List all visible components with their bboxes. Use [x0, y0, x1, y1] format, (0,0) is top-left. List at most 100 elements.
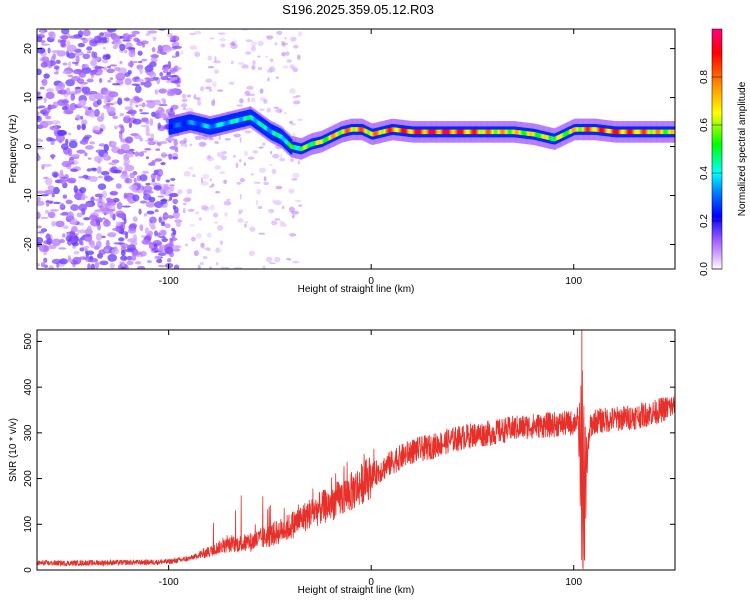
ridge-core [455, 129, 458, 135]
noise-blob [169, 251, 174, 258]
noise-blob [62, 70, 72, 75]
noise-blob [37, 36, 43, 43]
ridge-core [529, 131, 532, 137]
noise-blob [275, 185, 283, 190]
noise-blob [73, 185, 78, 193]
noise-blob [124, 72, 131, 77]
noise-blob [107, 253, 118, 262]
ridge-core [423, 129, 427, 135]
ridge-core [542, 134, 546, 139]
noise-blob [71, 242, 79, 247]
noise-blob [200, 204, 208, 211]
ridge-core [354, 127, 357, 132]
ridge-core [245, 116, 248, 121]
noise-blob [159, 245, 164, 252]
noise-blob [62, 62, 68, 66]
noise-blob [59, 169, 64, 176]
noise-blob [265, 55, 268, 59]
ridge-core [287, 141, 290, 147]
noise-blob [205, 78, 213, 83]
noise-blob [239, 159, 242, 163]
ridge-core [331, 134, 334, 139]
ridge-core [186, 120, 190, 125]
ridge-core [206, 124, 209, 129]
noise-blob [273, 106, 279, 109]
noise-blob [292, 132, 296, 137]
ridge-core [312, 141, 315, 146]
ridge-core [384, 128, 388, 134]
ridge-core [621, 129, 625, 135]
noise-blob [42, 163, 52, 167]
noise-blob [89, 71, 96, 76]
ridge-core [487, 129, 490, 135]
ridge-core [516, 130, 519, 135]
noise-blob [128, 34, 136, 38]
noise-blob [139, 108, 143, 112]
ridge-core [653, 129, 656, 135]
noise-blob [76, 124, 81, 131]
ridge-core [315, 140, 318, 146]
ridge-core [388, 127, 391, 133]
noise-blob [114, 125, 118, 130]
noise-blob [247, 156, 255, 160]
noise-blob [208, 88, 213, 92]
noise-blob [69, 103, 75, 108]
ridge-core [421, 129, 424, 135]
ridge-core [295, 145, 298, 150]
noise-blob [296, 54, 301, 60]
snr-frame [36, 329, 676, 571]
noise-blob [87, 263, 91, 269]
noise-blob [125, 136, 134, 144]
noise-blob [200, 242, 205, 248]
ridge-core [307, 143, 310, 148]
noise-blob [269, 163, 273, 166]
noise-blob [111, 227, 121, 231]
noise-blob [233, 133, 241, 138]
noise-blob [84, 152, 88, 157]
noise-blob [235, 162, 239, 169]
noise-blob [198, 217, 202, 221]
ridge-core [267, 127, 270, 133]
noise-blob [94, 261, 100, 269]
noise-blob [209, 204, 215, 211]
ridge-core [376, 130, 379, 136]
noise-blob [109, 64, 118, 67]
ridge-core [184, 120, 187, 126]
noise-blob [271, 168, 277, 175]
noise-blob [52, 186, 60, 195]
ridge-core [230, 119, 233, 124]
noise-blob [58, 258, 68, 265]
noise-blob [145, 99, 155, 103]
noise-blob [202, 173, 210, 180]
noise-blob [131, 30, 140, 35]
noise-blob [88, 214, 98, 221]
noise-blob [289, 64, 295, 70]
noise-blob [37, 142, 41, 146]
noise-blob [86, 51, 92, 54]
noise-blob [100, 112, 105, 120]
ridge-core [570, 128, 574, 133]
ridge-core [305, 144, 309, 149]
noise-blob [40, 29, 45, 36]
noise-blob [150, 57, 158, 63]
ridge-core [603, 128, 606, 133]
noise-blob [81, 123, 87, 131]
ridge-core [274, 131, 277, 137]
ridge-core [200, 122, 203, 128]
noise-blob [80, 241, 84, 246]
noise-blob [63, 98, 69, 106]
noise-blob [189, 45, 198, 50]
noise-blob [219, 240, 224, 245]
ridge-core [279, 134, 282, 139]
y-tick-label: -20 [23, 237, 34, 252]
noise-blob [257, 55, 261, 58]
noise-blob [80, 37, 86, 40]
noise-blob [144, 227, 150, 235]
noise-blob [40, 216, 49, 220]
noise-blob [55, 84, 60, 92]
ridge-core [392, 127, 395, 132]
noise-blob [41, 78, 48, 87]
noise-blob [189, 143, 193, 147]
noise-blob [145, 132, 151, 137]
noise-blob [251, 173, 254, 176]
